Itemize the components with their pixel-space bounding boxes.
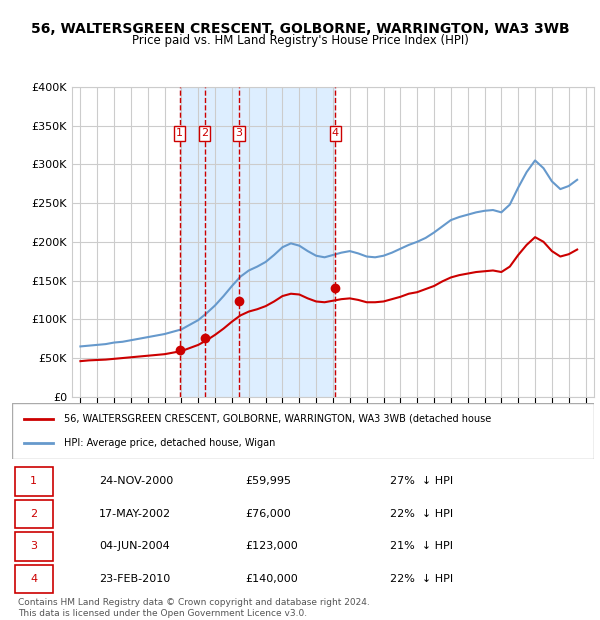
- Text: Contains HM Land Registry data © Crown copyright and database right 2024.: Contains HM Land Registry data © Crown c…: [18, 598, 370, 608]
- Text: 22%  ↓ HPI: 22% ↓ HPI: [391, 509, 454, 519]
- Text: This data is licensed under the Open Government Licence v3.0.: This data is licensed under the Open Gov…: [18, 609, 307, 618]
- Text: Price paid vs. HM Land Registry's House Price Index (HPI): Price paid vs. HM Land Registry's House …: [131, 34, 469, 47]
- Text: £76,000: £76,000: [245, 509, 290, 519]
- Text: £59,995: £59,995: [245, 476, 291, 486]
- Text: HPI: Average price, detached house, Wigan: HPI: Average price, detached house, Wiga…: [64, 438, 276, 448]
- Text: 1: 1: [30, 476, 37, 486]
- Text: 3: 3: [236, 128, 242, 138]
- FancyBboxPatch shape: [15, 500, 53, 528]
- FancyBboxPatch shape: [15, 467, 53, 495]
- Text: 22%  ↓ HPI: 22% ↓ HPI: [391, 574, 454, 584]
- Text: 3: 3: [30, 541, 37, 551]
- FancyBboxPatch shape: [12, 403, 594, 459]
- Text: 23-FEB-2010: 23-FEB-2010: [100, 574, 170, 584]
- Text: 2: 2: [30, 509, 37, 519]
- Text: 56, WALTERSGREEN CRESCENT, GOLBORNE, WARRINGTON, WA3 3WB: 56, WALTERSGREEN CRESCENT, GOLBORNE, WAR…: [31, 22, 569, 36]
- Text: 04-JUN-2004: 04-JUN-2004: [100, 541, 170, 551]
- FancyBboxPatch shape: [15, 565, 53, 593]
- Text: 21%  ↓ HPI: 21% ↓ HPI: [391, 541, 454, 551]
- Text: 24-NOV-2000: 24-NOV-2000: [100, 476, 173, 486]
- Text: 4: 4: [30, 574, 37, 584]
- Text: 1: 1: [176, 128, 183, 138]
- FancyBboxPatch shape: [15, 532, 53, 560]
- Text: 4: 4: [332, 128, 339, 138]
- Text: £123,000: £123,000: [245, 541, 298, 551]
- Text: 27%  ↓ HPI: 27% ↓ HPI: [391, 476, 454, 486]
- Bar: [180, 87, 335, 397]
- Text: 2: 2: [201, 128, 208, 138]
- Text: 56, WALTERSGREEN CRESCENT, GOLBORNE, WARRINGTON, WA3 3WB (detached house: 56, WALTERSGREEN CRESCENT, GOLBORNE, WAR…: [64, 414, 491, 423]
- Text: 17-MAY-2002: 17-MAY-2002: [100, 509, 172, 519]
- Text: £140,000: £140,000: [245, 574, 298, 584]
